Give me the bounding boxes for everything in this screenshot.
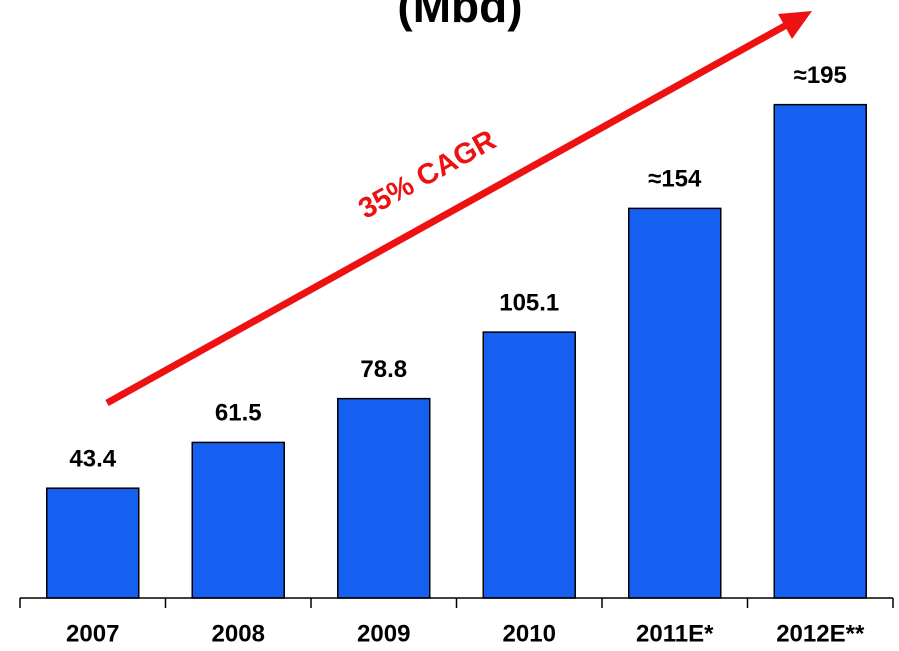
bar xyxy=(46,487,140,599)
annotation: 35% CAGR xyxy=(353,124,501,225)
x-tick-label: 2007 xyxy=(66,620,119,647)
value-label: ≈154 xyxy=(648,166,702,193)
bar xyxy=(482,331,576,599)
x-tick-label: 2008 xyxy=(212,620,265,647)
value-label: 43.4 xyxy=(69,446,116,473)
x-tick-label: 2012E** xyxy=(776,620,865,647)
arrow-head xyxy=(778,11,812,39)
bar xyxy=(773,103,867,599)
x-tick-label: 2011E* xyxy=(636,620,714,647)
bar xyxy=(628,207,722,599)
value-label: ≈195 xyxy=(794,62,847,89)
bar xyxy=(191,441,285,599)
x-tick-label: 2009 xyxy=(357,620,410,647)
chart-title: (Mbd) xyxy=(397,0,522,32)
value-label: 78.8 xyxy=(360,356,407,383)
value-label: 105.1 xyxy=(499,289,559,316)
bar xyxy=(337,397,431,599)
value-label: 61.5 xyxy=(215,400,262,427)
x-tick-label: 2010 xyxy=(503,620,556,647)
trend-arrow xyxy=(105,19,792,407)
